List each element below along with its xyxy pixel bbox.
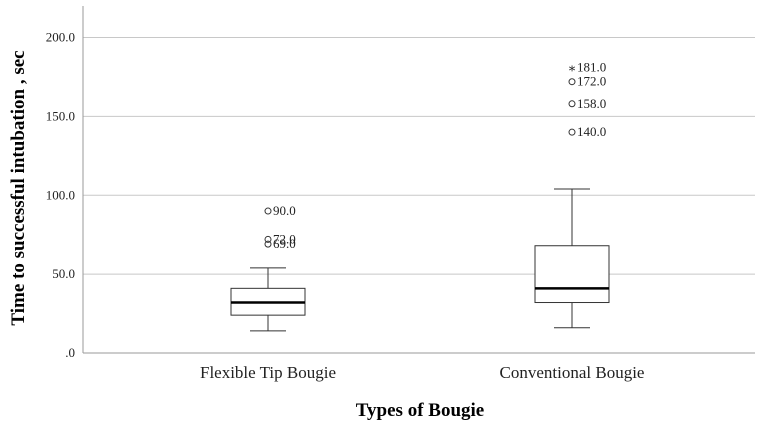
iqr-box [534,245,610,304]
outlier-label: 140.0 [577,124,606,139]
y-axis-title: Time to successful intubation , sec [8,50,29,325]
outlier-label: 90.0 [273,203,296,218]
outlier-marker [264,235,272,243]
outlier-label: 158.0 [577,96,606,111]
outlier-label: 181.0 [577,60,606,75]
y-tick-label: .0 [65,345,75,360]
label-layer: .0 50.0 100.0 150.0 200.0 Flexible Tip Bougie… [46,30,645,382]
x-category-label: Conventional Bougie [500,363,645,382]
outlier-marker [568,100,576,108]
outlier-marker [568,78,576,86]
outlier-marker [568,128,576,136]
y-tick-label: 100.0 [46,187,75,202]
outlier-label: 172.0 [577,74,606,89]
y-tick-label: 50.0 [52,266,75,281]
y-tick-label: 150.0 [46,108,75,123]
axis-layer [82,6,755,354]
x-category-label: Flexible Tip Bougie [200,363,336,382]
grid-layer [83,37,755,275]
y-tick-label: 200.0 [46,30,75,45]
outlier-label: 72.0 [273,231,296,246]
outlier-label: 69.0 [273,236,296,251]
extreme-outlier-marker: ∗ [568,61,577,76]
outlier-marker [264,207,272,215]
box-group: 90.0 72.069.0 [230,203,306,332]
x-axis-title: Types of Bougie [356,400,484,421]
outlier-marker [264,240,272,248]
